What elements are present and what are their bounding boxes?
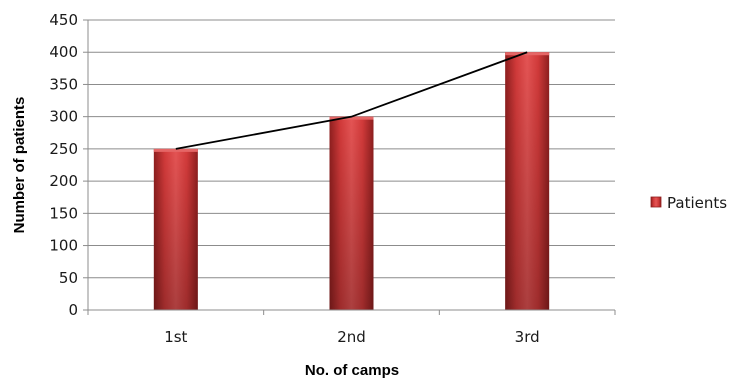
bar-shading xyxy=(153,148,198,310)
x-axis-title: No. of camps xyxy=(305,362,399,379)
x-tick-label: 3rd xyxy=(515,328,540,346)
legend: Patients xyxy=(650,194,727,212)
bar-shading xyxy=(505,52,550,310)
legend-label: Patients xyxy=(667,194,727,212)
bar-top xyxy=(153,148,198,152)
y-axis-ticks: 0 50 100 150 200 250 300 350 400 450 xyxy=(49,11,88,319)
x-tick-label: 1st xyxy=(164,328,187,346)
legend-swatch xyxy=(650,196,662,208)
y-axis-title: Number of patients xyxy=(11,97,28,234)
bar-top xyxy=(505,52,550,56)
bar-series xyxy=(153,52,550,311)
y-tick-label: 50 xyxy=(59,269,78,287)
axes xyxy=(87,20,615,311)
x-axis-ticks: 1st 2nd 3rd xyxy=(87,310,616,346)
y-tick-label: 200 xyxy=(49,172,78,190)
y-tick-label: 300 xyxy=(49,108,78,126)
y-tick-label: 100 xyxy=(49,237,78,255)
y-tick-label: 400 xyxy=(49,43,78,61)
y-tick-label: 250 xyxy=(49,140,78,158)
bar-top xyxy=(329,116,374,120)
bar-shading xyxy=(329,116,374,311)
trend-line-group xyxy=(175,51,528,150)
y-tick-label: 150 xyxy=(49,204,78,222)
trend-line xyxy=(175,51,528,150)
x-tick-label: 2nd xyxy=(337,328,366,346)
y-tick-label: 0 xyxy=(68,301,78,319)
y-tick-label: 350 xyxy=(49,75,78,93)
y-tick-label: 450 xyxy=(49,11,78,29)
